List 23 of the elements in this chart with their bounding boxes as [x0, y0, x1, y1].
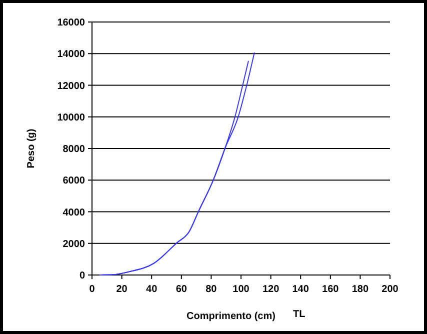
x-tick-label: 120	[262, 284, 280, 295]
x-tick-label: 200	[382, 284, 399, 295]
x-tick-label: 60	[176, 284, 188, 295]
y-tick-label: 0	[79, 270, 86, 282]
text: TL	[293, 309, 306, 320]
y-tick-label: 10000	[57, 112, 86, 124]
y-tick-label: 4000	[62, 207, 86, 218]
y-tick-label: 12000	[57, 80, 86, 92]
y-tick-label: 8000	[62, 144, 86, 155]
x-tick-label: 160	[322, 284, 340, 295]
y-axis-title: Peso (g)	[26, 128, 37, 168]
x-tick-label: 0	[89, 284, 96, 295]
x-tick-label: 180	[352, 284, 369, 295]
x-tick-label: 100	[232, 284, 250, 295]
y-tick-label: 16000	[57, 18, 86, 28]
x-tick-label: 40	[146, 284, 158, 295]
x-tick-label: 20	[116, 284, 128, 295]
y-tick-label: 2000	[62, 238, 86, 250]
x-axis-title: Comprimento (cm)	[186, 311, 276, 322]
y-tick-label: 14000	[57, 49, 86, 60]
x-tick-label: 140	[292, 284, 310, 295]
y-tick-label: 6000	[62, 176, 86, 187]
x-tick-label: 80	[206, 284, 218, 295]
